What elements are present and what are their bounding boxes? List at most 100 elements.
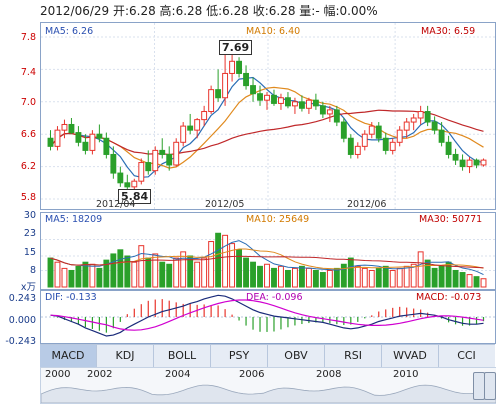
candle-body-28 (243, 72, 249, 87)
candle-body-25 (222, 72, 229, 99)
macd-tick-zero: 0.000 (8, 315, 36, 326)
volume-bar-49 (389, 269, 396, 288)
volume-bar-12 (131, 261, 138, 288)
candle-body-22 (201, 111, 208, 121)
year-label-2008: 2008 (316, 369, 342, 380)
candle-body-39 (319, 105, 326, 115)
tab-cci[interactable]: CCI (457, 349, 476, 362)
volume-bar-22 (201, 257, 208, 288)
volume-bar-51 (403, 265, 410, 288)
candle-body-9 (110, 153, 117, 174)
candle-body-36 (298, 101, 305, 109)
candle-body-42 (340, 121, 347, 139)
vol-unit-label: x万 (20, 282, 36, 293)
candle-body-52 (410, 117, 417, 123)
timeline-area (41, 384, 496, 403)
price-tick-7.8: 7.8 (20, 32, 36, 43)
candle-body-19 (180, 125, 187, 143)
candle-body-30 (257, 93, 263, 101)
tab-rsi[interactable]: RSI (325, 345, 382, 367)
candle-body-14 (145, 162, 152, 172)
candle-body-31 (264, 94, 270, 101)
volume-bar-44 (354, 265, 361, 288)
volume-bar-0 (47, 257, 54, 288)
ma30-line (50, 109, 484, 156)
volume-bar-26 (229, 243, 236, 288)
candle-body-57 (445, 141, 452, 155)
vol-tick-8: 8 (29, 265, 36, 276)
volume-bar-47 (375, 267, 382, 288)
dea-line (50, 299, 484, 331)
tab-wvad[interactable]: WVAD (382, 345, 439, 367)
low-price-marker: 5.84 (118, 189, 152, 204)
volume-bar-60 (466, 274, 473, 288)
volume-bar-43 (347, 257, 354, 288)
price-tick-7.0: 7.0 (20, 97, 36, 108)
tab-psy[interactable]: PSY (211, 345, 268, 367)
candle-body-34 (285, 97, 291, 107)
candle-body-58 (452, 153, 459, 161)
candle-body-10 (117, 172, 124, 184)
range-handle-right[interactable] (484, 372, 496, 400)
candle-body-38 (312, 99, 319, 107)
volume-bar-54 (424, 259, 431, 288)
candle-body-51 (403, 121, 410, 131)
candle-body-33 (278, 97, 284, 104)
dea-indicator: DEA: -0.096 (246, 292, 303, 303)
candle-body-15 (152, 149, 159, 172)
candle-body-8 (103, 137, 110, 155)
tab-boll[interactable]: BOLL (154, 345, 211, 367)
candle-body-6 (89, 133, 96, 151)
volume-bar-20 (187, 255, 194, 288)
candle-body-35 (291, 101, 298, 107)
price-panel: MA5: 6.26 MA10: 6.40 MA30: 6.59 7.69 5.8… (40, 22, 496, 210)
volume-bar-15 (152, 253, 159, 288)
volume-bar-56 (438, 265, 445, 288)
volume-bar-24 (215, 232, 222, 288)
date-label-2012-05: 2012/05 (205, 199, 245, 210)
candle-body-18 (173, 141, 180, 166)
price-tick-5.8: 5.8 (20, 192, 36, 203)
ma5-line (50, 76, 484, 178)
volume-bar-33 (278, 265, 284, 288)
volume-bar-17 (166, 263, 173, 288)
candle-body-61 (473, 159, 480, 166)
candle-body-0 (47, 137, 54, 147)
volume-bar-48 (382, 265, 389, 288)
volume-bar-35 (291, 267, 298, 288)
volume-bar-3 (68, 269, 75, 288)
volume-bar-21 (194, 261, 201, 288)
volume-bar-14 (145, 257, 152, 288)
timeline-sparkline (41, 384, 496, 403)
candle-body-62 (480, 159, 487, 166)
volume-bar-31 (264, 263, 270, 288)
price-tick-7.4: 7.4 (20, 67, 36, 78)
candle-body-4 (75, 132, 82, 143)
volume-bar-6 (89, 263, 96, 288)
candle-body-17 (166, 153, 173, 166)
volume-bar-36 (298, 265, 305, 288)
volume-bar-25 (222, 234, 229, 288)
candle-body-45 (361, 133, 368, 147)
candle-body-37 (305, 99, 312, 109)
volume-bar-40 (326, 269, 333, 288)
tab-obv[interactable]: OBV (268, 345, 325, 367)
tab-kdj[interactable]: KDJ (97, 345, 154, 367)
timeline-navigator[interactable]: 2000 2002 2004 2006 2008 2010 (40, 367, 496, 404)
volume-bar-29 (250, 261, 256, 288)
volume-bar-18 (173, 257, 180, 288)
tab-macd[interactable]: MACD (40, 345, 97, 367)
year-label-2004: 2004 (165, 369, 191, 380)
vol-tick-23: 23 (23, 228, 36, 239)
volume-bar-37 (305, 267, 312, 288)
volume-bar-30 (257, 265, 263, 288)
vol-ma30-line (50, 255, 484, 269)
volume-bar-10 (117, 249, 124, 288)
volume-bar-32 (271, 267, 277, 288)
candle-body-23 (208, 89, 215, 113)
year-label-2010: 2010 (393, 369, 419, 380)
candle-body-1 (54, 129, 61, 147)
candle-body-54 (424, 111, 431, 123)
candle-body-5 (82, 141, 89, 151)
volume-bar-8 (103, 259, 110, 288)
